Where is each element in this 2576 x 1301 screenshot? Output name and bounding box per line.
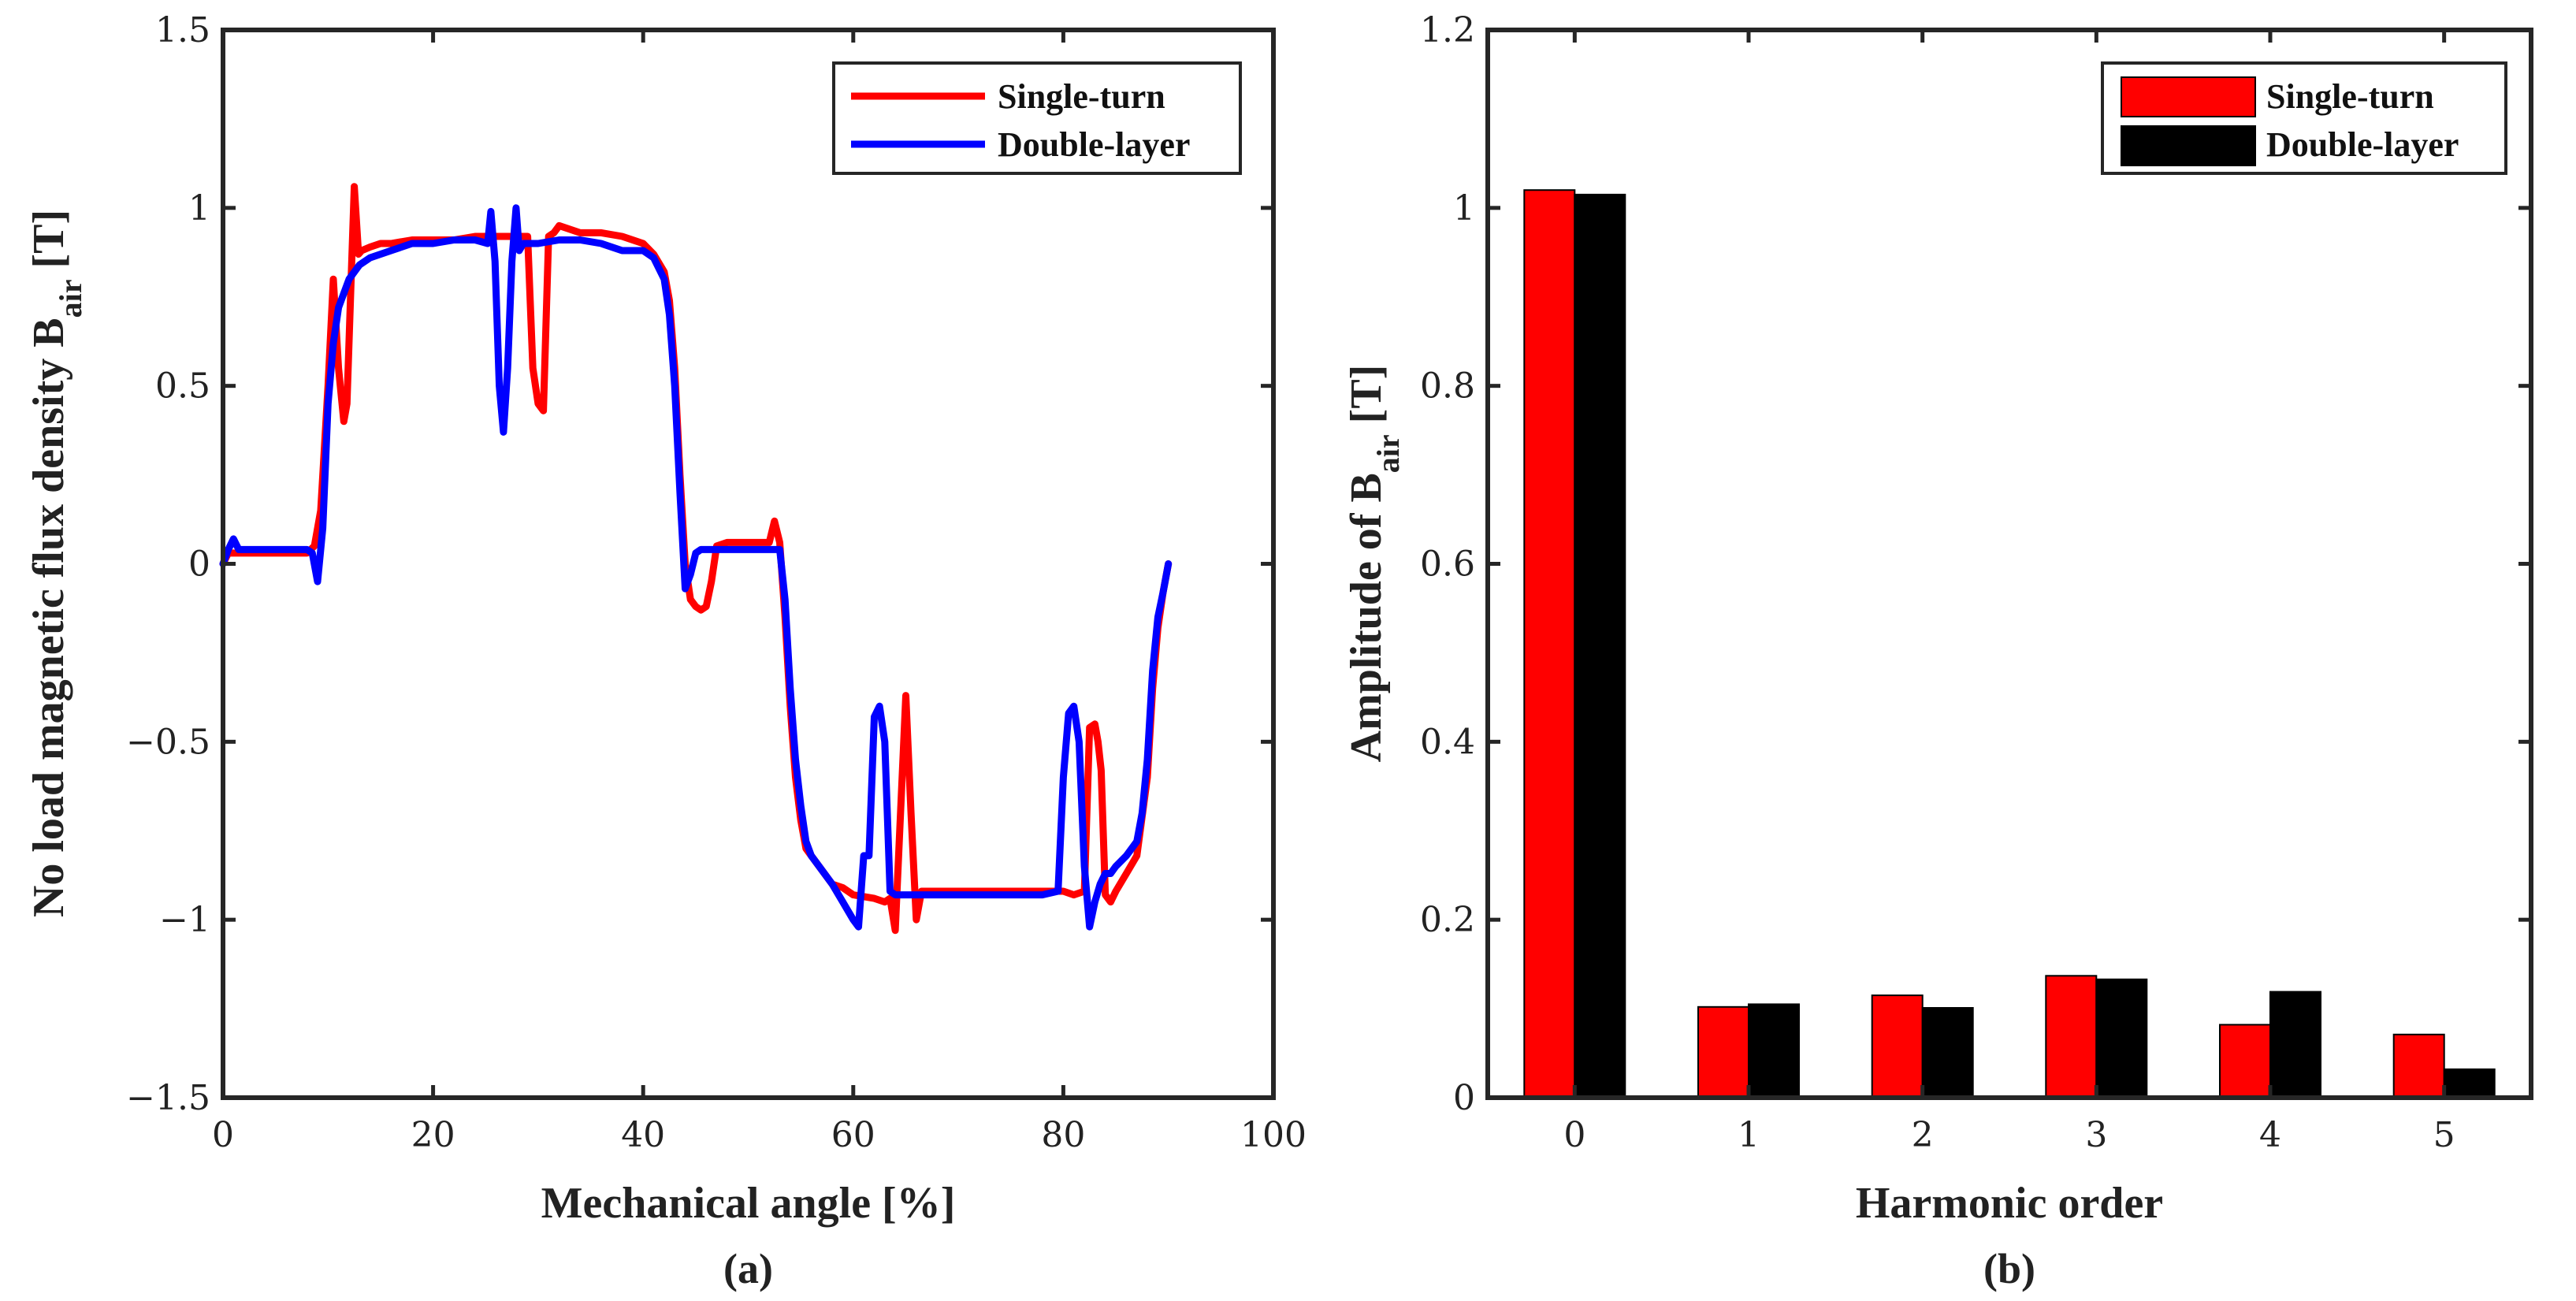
panel-a-y-axis-title: No load magnetic flux density Bair [T] xyxy=(24,210,88,917)
panel-b-legend-label-single-turn: Single-turn xyxy=(2266,77,2434,116)
series-line-double-layer xyxy=(219,204,1173,931)
bar-double-layer-2 xyxy=(1921,1007,1974,1098)
bar-single-turn-3 xyxy=(2045,975,2098,1099)
panel-a-y-axis-title-suffix: [T] xyxy=(24,210,73,280)
panel-a-axes-box xyxy=(221,28,1276,1100)
y-tick-label: 0 xyxy=(1453,1078,1475,1118)
panel-a-legend-label-double-layer: Double-layer xyxy=(998,125,1190,164)
panel-a-data-lines xyxy=(219,183,1173,935)
bar-single-turn-2 xyxy=(1871,994,1924,1098)
panel-b-y-axis-title-sub: air xyxy=(1370,434,1406,473)
x-tick-label: 60 xyxy=(831,1115,875,1155)
panel-b-axes-box xyxy=(1485,28,2533,1100)
y-tick-label: −1 xyxy=(159,900,210,940)
panel-a-y-axis-title-main: No load magnetic flux density B xyxy=(24,318,73,917)
panel-b-legend-label-double-layer: Double-layer xyxy=(2266,125,2459,164)
x-tick-label: 5 xyxy=(2433,1115,2455,1155)
panel-b-y-axis-title-main: Amplitude of B xyxy=(1342,473,1391,762)
x-tick-label: 20 xyxy=(411,1115,455,1155)
panel-a-ticks: 0 20 40 60 80 100 −1.5 −1 −0.5 0 0.5 1 1.5 xyxy=(126,10,1307,1155)
x-tick-label: 0 xyxy=(212,1115,234,1155)
bar-single-turn-4 xyxy=(2219,1024,2271,1099)
x-tick-label: 2 xyxy=(1912,1115,1934,1155)
bar-single-turn-5 xyxy=(2392,1033,2445,1099)
bar-single-turn-0 xyxy=(1523,189,1576,1099)
panel-a-legend: Single-turn Double-layer xyxy=(832,61,1242,175)
panel-a-legend-box xyxy=(832,61,1242,175)
panel-b-y-axis-title-suffix: [T] xyxy=(1342,365,1391,435)
panel-b-caption: (b) xyxy=(1983,1245,2035,1292)
panel-b-ticks: 0 1 2 3 4 5 0 0.2 0.4 0.6 0.8 1 1.2 xyxy=(1420,10,2531,1155)
bar-single-turn-1 xyxy=(1697,1005,1749,1099)
bar-double-layer-3 xyxy=(2095,978,2148,1099)
x-tick-label: 100 xyxy=(1240,1115,1307,1155)
y-tick-label: −0.5 xyxy=(126,722,210,762)
x-tick-label: 0 xyxy=(1563,1115,1585,1155)
y-tick-label: 0.6 xyxy=(1420,545,1475,585)
y-tick-label: 0.2 xyxy=(1420,900,1475,940)
y-tick-label: 0.5 xyxy=(155,366,210,407)
panel-b-bars xyxy=(1523,189,2496,1099)
y-tick-label: 1 xyxy=(1453,188,1475,229)
panel-a-legend-label-single-turn: Single-turn xyxy=(998,77,1165,116)
panel-b-legend: Single-turn Double-layer xyxy=(2101,61,2507,175)
panel-a-y-axis-title-sub: air xyxy=(53,280,88,318)
x-tick-label: 1 xyxy=(1738,1115,1760,1155)
y-tick-label: 0.8 xyxy=(1420,366,1475,407)
y-tick-label: 1 xyxy=(188,188,210,229)
x-tick-label: 40 xyxy=(621,1115,665,1155)
panel-b-y-axis-title: Amplitude of Bair [T] xyxy=(1342,365,1406,763)
y-tick-label: 1.2 xyxy=(1420,10,1475,50)
x-tick-label: 4 xyxy=(2259,1115,2281,1155)
y-tick-label: 1.5 xyxy=(155,10,210,50)
y-tick-label: 0 xyxy=(188,545,210,585)
panel-a-caption: (a) xyxy=(723,1245,773,1292)
panel-b-legend-swatch-single-turn xyxy=(2121,76,2256,117)
y-tick-label: −1.5 xyxy=(126,1078,210,1118)
bar-double-layer-4 xyxy=(2269,991,2321,1098)
x-tick-label: 3 xyxy=(2085,1115,2107,1155)
bar-double-layer-0 xyxy=(1574,193,1626,1098)
panel-b-legend-swatch-double-layer xyxy=(2121,125,2256,166)
panel-b: 0 1 2 3 4 5 0 0.2 0.4 0.6 0.8 1 1.2 Harmonic order (… xyxy=(1342,10,2533,1292)
bar-double-layer-5 xyxy=(2443,1068,2496,1099)
x-tick-label: 80 xyxy=(1041,1115,1085,1155)
panel-a: 0 20 40 60 80 100 −1.5 −1 −0.5 0 0.5 1 1.5 Mechanica… xyxy=(24,10,1307,1292)
bar-double-layer-1 xyxy=(1748,1003,1800,1099)
panel-a-x-axis-title: Mechanical angle [%] xyxy=(541,1179,956,1228)
y-tick-label: 0.4 xyxy=(1420,722,1475,762)
panel-b-x-axis-title: Harmonic order xyxy=(1856,1179,2163,1228)
